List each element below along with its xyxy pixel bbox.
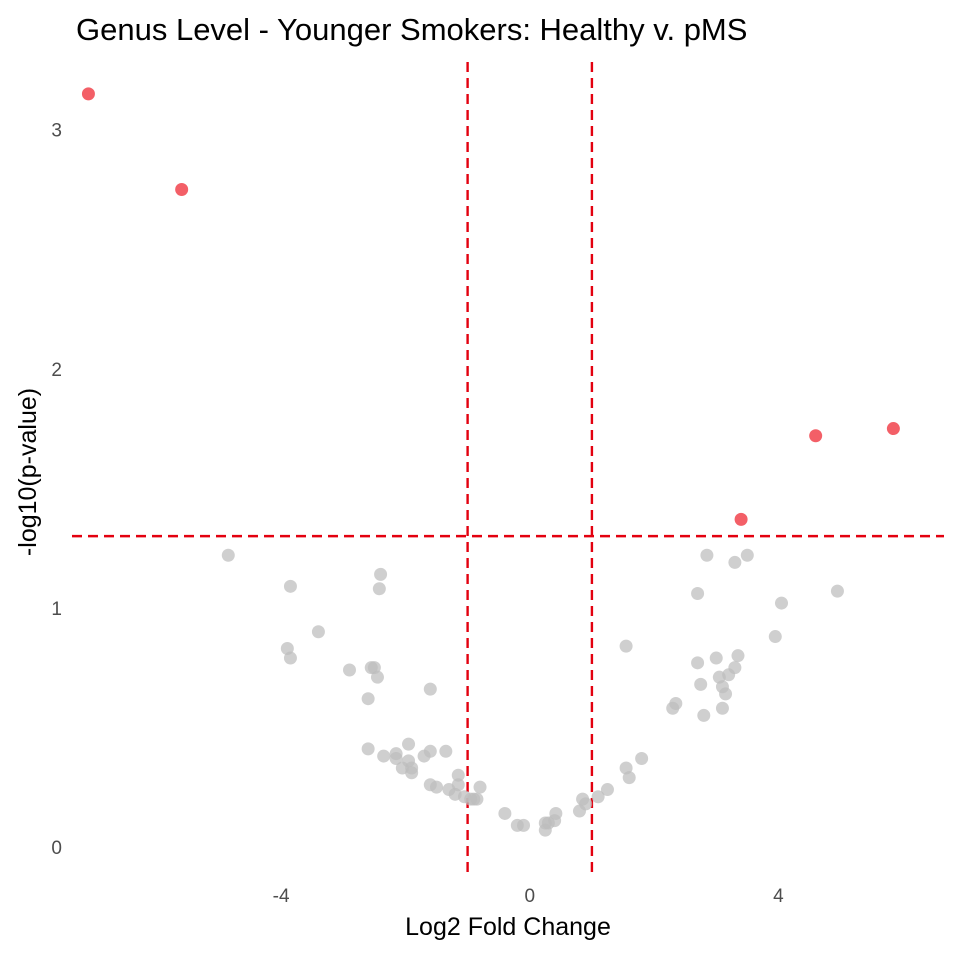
x-axis-ticks: -4 0 4	[273, 886, 784, 907]
point-not-significant	[694, 677, 708, 691]
y-tick-label: 0	[51, 838, 62, 859]
y-axis-title: -log10(p-value)	[14, 388, 42, 556]
point-not-significant	[389, 751, 403, 765]
point-not-significant	[579, 797, 593, 811]
point-not-significant	[430, 780, 444, 794]
point-significant	[81, 87, 95, 101]
point-not-significant	[830, 584, 844, 598]
x-tick-label: 4	[773, 886, 784, 907]
point-significant	[734, 512, 748, 526]
point-not-significant	[361, 692, 375, 706]
point-not-significant	[439, 744, 453, 758]
point-not-significant	[498, 806, 512, 820]
point-not-significant	[697, 708, 711, 722]
point-not-significant	[470, 792, 484, 806]
point-not-significant	[377, 749, 391, 763]
point-not-significant	[517, 818, 531, 832]
point-not-significant	[731, 649, 745, 663]
point-not-significant	[600, 783, 614, 797]
chart-title: Genus Level - Younger Smokers: Healthy v…	[76, 12, 747, 47]
point-not-significant	[691, 656, 705, 670]
point-not-significant	[372, 582, 386, 596]
point-not-significant	[364, 661, 378, 675]
y-tick-label: 3	[51, 121, 62, 142]
point-significant	[175, 182, 189, 196]
point-not-significant	[635, 751, 649, 765]
point-not-significant	[669, 696, 683, 710]
point-not-significant	[342, 663, 356, 677]
point-not-significant	[374, 567, 388, 581]
point-not-significant	[740, 548, 754, 562]
threshold-lines	[72, 62, 944, 874]
point-not-significant	[473, 780, 487, 794]
point-not-significant	[728, 555, 742, 569]
point-not-significant	[402, 737, 416, 751]
point-not-significant	[283, 651, 297, 665]
y-tick-label: 1	[51, 599, 62, 620]
point-not-significant	[719, 687, 733, 701]
point-not-significant	[700, 548, 714, 562]
x-tick-label: 0	[524, 886, 535, 907]
point-not-significant	[549, 806, 563, 820]
point-not-significant	[591, 790, 605, 804]
point-not-significant	[451, 778, 465, 792]
point-not-significant	[283, 579, 297, 593]
point-not-significant	[715, 701, 729, 715]
point-not-significant	[361, 742, 375, 756]
point-not-significant	[221, 548, 235, 562]
point-not-significant	[691, 587, 705, 601]
point-significant	[809, 429, 823, 443]
point-not-significant	[311, 625, 325, 639]
point-not-significant	[622, 771, 636, 785]
data-points	[81, 87, 900, 837]
point-significant	[886, 422, 900, 436]
point-not-significant	[728, 661, 742, 675]
point-not-significant	[709, 651, 723, 665]
point-not-significant	[774, 596, 788, 610]
point-not-significant	[423, 682, 437, 696]
x-tick-label: -4	[273, 886, 290, 907]
point-not-significant	[405, 761, 419, 775]
point-not-significant	[370, 670, 384, 684]
point-not-significant	[768, 630, 782, 644]
point-not-significant	[423, 744, 437, 758]
x-axis-title: Log2 Fold Change	[405, 913, 611, 941]
y-tick-label: 2	[51, 360, 62, 381]
point-not-significant	[619, 639, 633, 653]
y-axis-ticks: 0 1 2 3	[51, 121, 62, 859]
point-not-significant	[451, 768, 465, 782]
